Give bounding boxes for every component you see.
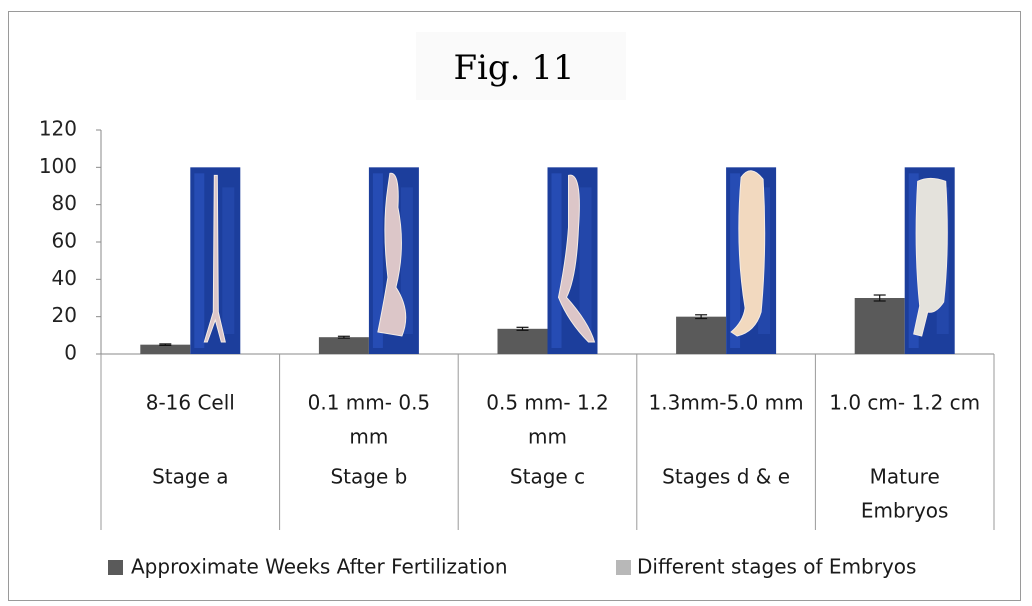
embryo-photo-shade (194, 173, 205, 348)
group-label: Stages d & e (662, 465, 790, 489)
bar-embryo-image (368, 167, 419, 354)
embryo-photo-shade (730, 173, 741, 348)
bar-embryo-image (547, 167, 598, 354)
bar-weeks (497, 328, 548, 354)
embryo-silhouette (913, 177, 948, 337)
category-label: 0.1 mm- 0.5 (308, 391, 431, 415)
y-tick-label: 80 (52, 191, 77, 215)
embryo-photo-shade (400, 187, 413, 334)
bar-embryo-image (904, 167, 955, 354)
legend-label-embryos: Different stages of Embryos (637, 555, 916, 579)
y-tick-label: 100 (39, 154, 77, 178)
category-label: 1.0 cm- 1.2 cm (829, 391, 980, 415)
y-tick-label: 20 (52, 303, 77, 327)
legend-label-weeks: Approximate Weeks After Fertilization (131, 555, 508, 579)
embryo-photo-shade (222, 187, 235, 334)
category-label: mm (349, 425, 388, 449)
embryo-silhouette (730, 170, 766, 337)
bar-embryo-image (726, 167, 777, 354)
group-label: Mature (870, 465, 940, 489)
y-tick-label: 40 (52, 266, 77, 290)
category-label: 8-16 Cell (146, 391, 235, 415)
legend-swatch-weeks (108, 560, 123, 575)
category-label: 1.3mm-5.0 mm (649, 391, 804, 415)
y-tick-label: 60 (52, 229, 77, 253)
bar-weeks (676, 316, 727, 354)
bar-weeks (140, 344, 191, 354)
group-label: Stage c (510, 465, 585, 489)
embryo-silhouette (377, 172, 407, 337)
title-box (416, 32, 626, 100)
chart-frame: Fig. 11 0 20 40 60 80 100 120 8-16 Cell Stage a 0.… (8, 11, 1021, 601)
embryo-silhouette (203, 174, 226, 343)
category-label: 0.5 mm- 1.2 (486, 391, 609, 415)
bar-embryo-image (190, 167, 241, 354)
embryo-photo-shade (908, 173, 919, 348)
embryo-silhouette (557, 174, 596, 343)
group-label: Stage a (152, 465, 228, 489)
group-label: Stage b (330, 465, 407, 489)
embryo-photo-shade (372, 173, 383, 348)
bar-weeks (854, 298, 905, 354)
y-tick-label: 0 (64, 341, 77, 365)
chart-canvas: Fig. 11 0 20 40 60 80 100 120 8-16 Cell Stage a 0.… (39, 32, 995, 579)
bar-weeks (318, 337, 369, 354)
category-label: mm (528, 425, 567, 449)
embryo-photo-shade (579, 187, 592, 334)
legend-swatch-embryos (616, 560, 631, 575)
y-tick-label: 120 (39, 117, 77, 141)
chart-title: Fig. 11 (453, 48, 574, 88)
group-label: Embryos (861, 499, 949, 523)
embryo-photo-shade (551, 173, 562, 348)
